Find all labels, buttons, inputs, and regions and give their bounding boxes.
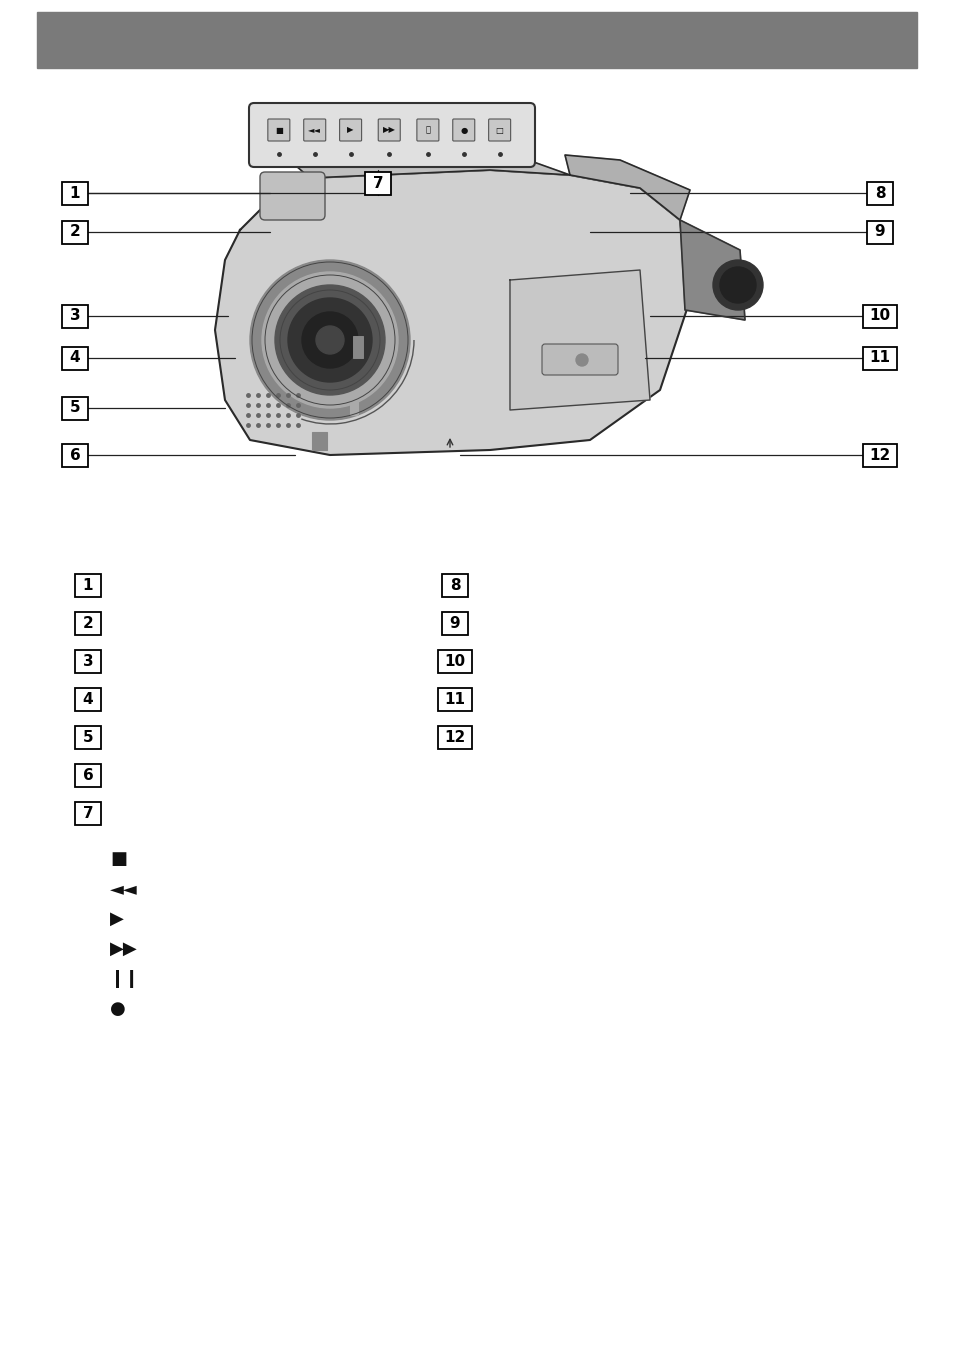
Circle shape xyxy=(302,312,357,369)
Text: 3: 3 xyxy=(83,653,93,668)
Bar xyxy=(365,172,391,195)
Text: 9: 9 xyxy=(874,225,884,240)
Text: 8: 8 xyxy=(449,577,460,592)
Bar xyxy=(415,133,484,144)
Bar xyxy=(62,182,88,205)
Text: 10: 10 xyxy=(868,309,890,324)
Text: 7: 7 xyxy=(83,805,93,821)
Circle shape xyxy=(262,272,397,408)
Circle shape xyxy=(576,354,587,366)
Bar xyxy=(350,390,357,415)
Text: 5: 5 xyxy=(70,401,80,416)
Bar xyxy=(75,611,101,634)
Bar xyxy=(75,649,101,672)
Bar xyxy=(37,12,916,68)
FancyBboxPatch shape xyxy=(268,119,290,141)
Text: □: □ xyxy=(496,126,503,134)
Bar xyxy=(437,725,472,748)
FancyBboxPatch shape xyxy=(339,119,361,141)
Bar xyxy=(862,443,896,466)
Polygon shape xyxy=(679,220,744,320)
FancyBboxPatch shape xyxy=(249,103,535,167)
Bar xyxy=(312,432,327,450)
Bar xyxy=(62,397,88,420)
Text: 2: 2 xyxy=(83,615,93,630)
Text: 9: 9 xyxy=(449,615,460,630)
Text: ●: ● xyxy=(459,126,467,134)
Text: 2: 2 xyxy=(70,225,80,240)
Bar xyxy=(862,305,896,328)
Bar xyxy=(437,687,472,710)
Text: 4: 4 xyxy=(83,691,93,706)
Text: 1: 1 xyxy=(70,186,80,201)
Polygon shape xyxy=(294,140,569,178)
Text: ▶: ▶ xyxy=(110,911,124,928)
Bar xyxy=(441,573,468,596)
FancyBboxPatch shape xyxy=(453,119,475,141)
Circle shape xyxy=(288,298,372,382)
Bar xyxy=(62,221,88,244)
Bar xyxy=(75,687,101,710)
FancyBboxPatch shape xyxy=(541,344,618,375)
Text: ●: ● xyxy=(110,1000,126,1018)
Bar xyxy=(75,802,101,824)
Text: 11: 11 xyxy=(868,351,889,366)
Bar xyxy=(75,763,101,786)
FancyBboxPatch shape xyxy=(488,119,510,141)
Text: ■: ■ xyxy=(274,126,282,134)
Text: 3: 3 xyxy=(70,309,80,324)
Text: ❙❙: ❙❙ xyxy=(110,970,140,988)
Text: 1: 1 xyxy=(83,577,93,592)
FancyBboxPatch shape xyxy=(303,119,325,141)
Text: 5: 5 xyxy=(83,729,93,744)
Bar xyxy=(62,443,88,466)
Circle shape xyxy=(712,260,762,310)
Bar xyxy=(62,305,88,328)
Bar xyxy=(866,221,892,244)
Bar xyxy=(866,182,892,205)
Polygon shape xyxy=(214,169,689,455)
Polygon shape xyxy=(510,270,649,411)
Bar xyxy=(862,347,896,370)
Text: ▶: ▶ xyxy=(347,126,354,134)
Bar xyxy=(75,573,101,596)
Bar xyxy=(353,336,363,358)
Text: 4: 4 xyxy=(70,351,80,366)
Circle shape xyxy=(250,260,410,420)
Text: 12: 12 xyxy=(444,729,465,744)
Text: 10: 10 xyxy=(444,653,465,668)
FancyBboxPatch shape xyxy=(377,119,400,141)
Circle shape xyxy=(315,327,344,354)
Text: 7: 7 xyxy=(373,176,383,191)
FancyBboxPatch shape xyxy=(260,172,325,220)
Circle shape xyxy=(274,285,385,396)
Text: ▶▶: ▶▶ xyxy=(382,126,395,134)
Text: ⏸: ⏸ xyxy=(425,126,430,134)
Text: ■: ■ xyxy=(110,850,127,869)
Circle shape xyxy=(720,267,755,304)
Text: 8: 8 xyxy=(874,186,884,201)
Bar xyxy=(441,611,468,634)
Polygon shape xyxy=(564,154,689,220)
Bar xyxy=(62,347,88,370)
Text: 12: 12 xyxy=(868,447,890,462)
Text: ◄◄: ◄◄ xyxy=(110,879,137,898)
Text: 6: 6 xyxy=(70,447,80,462)
Bar xyxy=(437,649,472,672)
Bar xyxy=(75,725,101,748)
Text: 11: 11 xyxy=(444,691,465,706)
Text: 6: 6 xyxy=(83,767,93,782)
FancyBboxPatch shape xyxy=(416,119,438,141)
Text: ▶▶: ▶▶ xyxy=(110,940,137,958)
Text: ◄◄: ◄◄ xyxy=(308,126,321,134)
